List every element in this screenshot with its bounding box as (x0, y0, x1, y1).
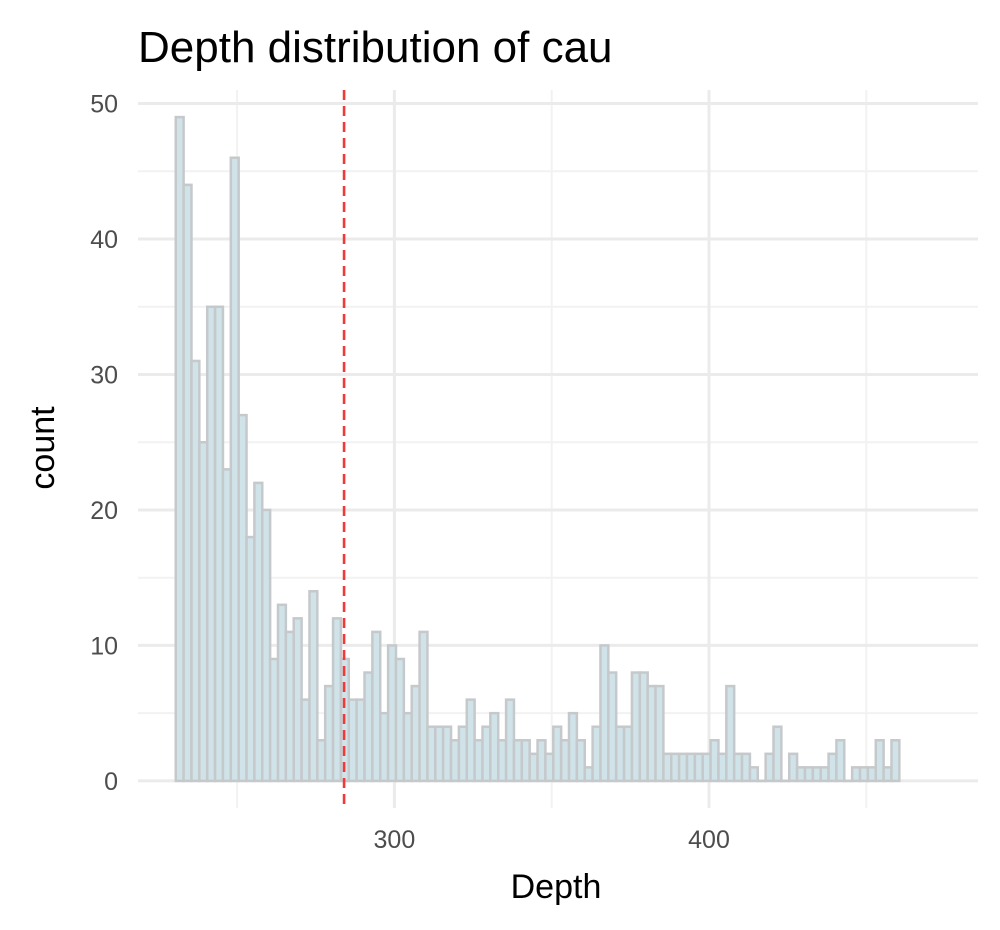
x-tick-label: 300 (374, 826, 416, 854)
histogram-bar (890, 739, 901, 783)
histogram-bar (874, 739, 885, 783)
histogram-bar (308, 589, 319, 783)
y-tick-label: 40 (90, 226, 118, 254)
histogram-bar (575, 739, 586, 783)
histogram-bar (654, 684, 665, 783)
histogram-bar (725, 684, 736, 783)
y-tick-label: 0 (104, 768, 118, 796)
histogram-bar (261, 508, 272, 783)
histogram-bar (748, 766, 760, 783)
y-tick-label: 30 (90, 361, 118, 389)
histogram-bar (371, 630, 382, 783)
chart-title: Depth distribution of cau (138, 23, 613, 72)
histogram-bars (174, 115, 901, 783)
histogram-bar (418, 630, 429, 783)
y-tick-labels: 0 10 20 30 40 50 (90, 91, 118, 796)
x-tick-labels: 300 400 (374, 826, 730, 854)
histogram-bar (835, 739, 846, 783)
y-tick-label: 50 (90, 91, 118, 119)
x-tick-label: 400 (688, 826, 730, 854)
x-axis-title: Depth (511, 868, 602, 906)
y-axis-title: count (24, 406, 62, 490)
histogram-bar (772, 725, 783, 783)
y-tick-label: 20 (90, 497, 118, 525)
y-tick-label: 10 (90, 632, 118, 660)
